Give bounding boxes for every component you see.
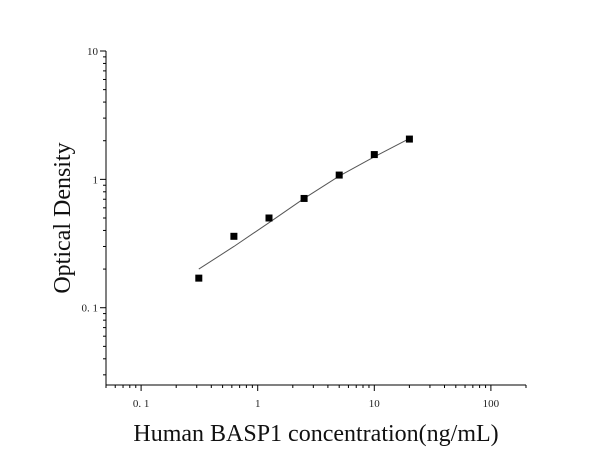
- y-tick-label: 0. 1: [82, 303, 99, 315]
- data-point: [370, 151, 378, 159]
- fit-curve-group: [198, 138, 410, 270]
- data-point: [335, 171, 343, 179]
- data-points: [195, 135, 413, 282]
- data-point: [265, 214, 273, 222]
- y-ticks: 0. 1 1 10: [82, 46, 106, 376]
- y-tick-label: 10: [87, 46, 99, 58]
- x-tick-label: 1: [255, 398, 261, 410]
- data-point: [405, 135, 413, 143]
- data-point: [230, 232, 238, 240]
- x-axis-label: Human BASP1 concentration(ng/mL): [133, 421, 498, 447]
- data-point: [300, 194, 308, 202]
- axes: [105, 51, 526, 386]
- x-tick-label: 0. 1: [133, 398, 150, 410]
- x-tick-label: 10: [369, 398, 381, 410]
- x-tick-label: 100: [483, 398, 500, 410]
- x-ticks: 0. 1 1 10 100: [105, 385, 527, 410]
- y-tick-label: 1: [93, 174, 99, 186]
- data-point: [195, 274, 203, 282]
- y-axis-label: Optical Density: [50, 142, 76, 293]
- fit-curve: [198, 138, 410, 270]
